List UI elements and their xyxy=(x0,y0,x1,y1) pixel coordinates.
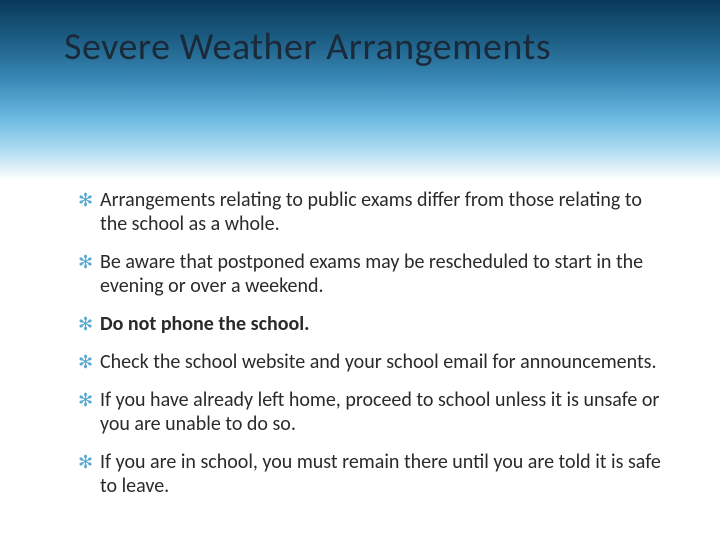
bullet-icon: ✻ xyxy=(78,250,100,274)
bullet-icon: ✻ xyxy=(78,188,100,212)
bullet-icon: ✻ xyxy=(78,312,100,336)
bullet-text: If you are in school, you must remain th… xyxy=(100,450,662,498)
header-banner: Severe Weather Arrangements xyxy=(0,0,720,180)
page-title: Severe Weather Arrangements xyxy=(64,24,720,70)
list-item: ✻ Do not phone the school. xyxy=(88,312,662,336)
list-item: ✻ If you have already left home, proceed… xyxy=(88,388,662,436)
bullet-list: ✻ Arrangements relating to public exams … xyxy=(0,180,720,498)
list-item: ✻ If you are in school, you must remain … xyxy=(88,450,662,498)
bullet-text: Check the school website and your school… xyxy=(100,350,662,374)
bullet-icon: ✻ xyxy=(78,350,100,374)
list-item: ✻ Arrangements relating to public exams … xyxy=(88,188,662,236)
bullet-text: Arrangements relating to public exams di… xyxy=(100,188,662,236)
bullet-text: If you have already left home, proceed t… xyxy=(100,388,662,436)
list-item: ✻ Check the school website and your scho… xyxy=(88,350,662,374)
bullet-icon: ✻ xyxy=(78,388,100,412)
bullet-icon: ✻ xyxy=(78,450,100,474)
bullet-text: Be aware that postponed exams may be res… xyxy=(100,250,662,298)
list-item: ✻ Be aware that postponed exams may be r… xyxy=(88,250,662,298)
bullet-text: Do not phone the school. xyxy=(100,312,662,336)
